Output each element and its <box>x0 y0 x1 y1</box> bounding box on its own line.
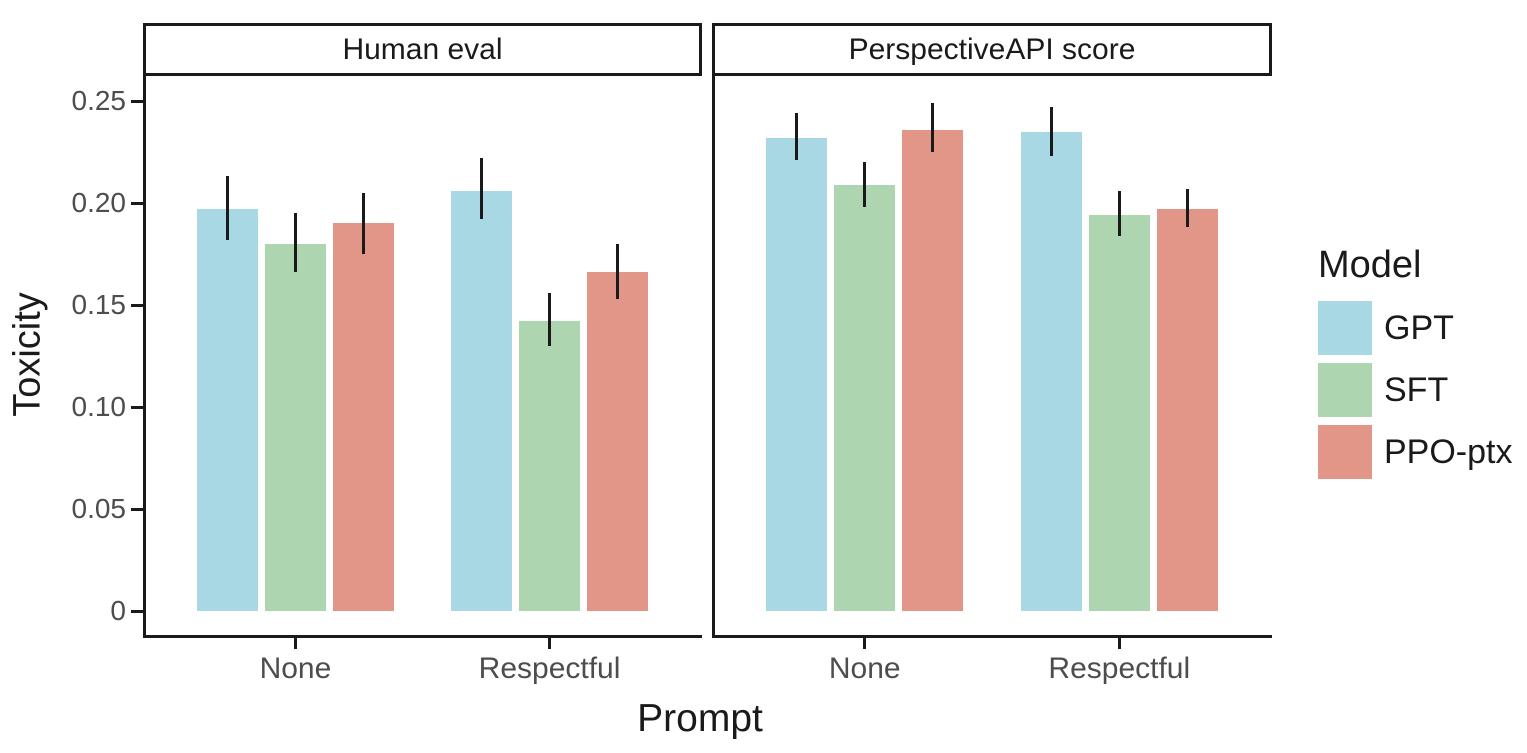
error-bar-sft-none <box>863 162 867 208</box>
error-bar-ppo-ptx-none <box>361 192 365 254</box>
bar-sft-respectful <box>1088 215 1150 611</box>
y-axis-tick <box>131 507 143 511</box>
bar-sft-none <box>834 184 896 611</box>
x-axis-tick <box>548 637 552 649</box>
y-axis-tick-label: 0.20 <box>71 187 127 218</box>
facet-header-label: PerspectiveAPI score <box>848 32 1136 66</box>
x-axis-tick <box>1117 637 1121 649</box>
bar-ppo-ptx-respectful <box>1156 209 1218 611</box>
error-bar-sft-none <box>293 213 297 273</box>
bar-ppo-ptx-none <box>332 223 394 611</box>
y-axis-tick-label: 0.10 <box>71 391 127 422</box>
x-axis-tick-label: None <box>828 652 901 685</box>
y-axis-tick <box>131 99 143 103</box>
legend-key-swatch-gpt <box>1318 301 1372 355</box>
bar-gpt-none <box>766 137 828 611</box>
y-axis-tick-label: 0 <box>110 595 126 626</box>
error-bar-gpt-respectful <box>1049 107 1053 157</box>
error-bar-ppo-ptx-respectful <box>1185 188 1189 228</box>
legend-entry-label: PPO-ptx <box>1384 432 1513 471</box>
error-bar-gpt-none <box>795 113 799 161</box>
bar-gpt-none <box>196 209 258 611</box>
y-axis-tick-label: 0.25 <box>71 85 127 116</box>
error-bar-sft-respectful <box>1117 190 1121 236</box>
legend-key-swatch-sft <box>1318 363 1372 417</box>
legend-entry-label: SFT <box>1384 370 1449 409</box>
facet-header-human-eval: Human eval <box>143 23 702 76</box>
error-bar-ppo-ptx-respectful <box>616 243 620 299</box>
bar-gpt-respectful <box>451 190 513 611</box>
x-axis-tick <box>863 637 867 649</box>
legend-entry-label: GPT <box>1384 308 1454 347</box>
x-axis-tick-label: Respectful <box>478 652 621 685</box>
bar-sft-respectful <box>519 321 581 611</box>
legend-entry-ppo-ptx: PPO-ptx <box>1318 425 1512 479</box>
legend-key-swatch-ppo-ptx <box>1318 425 1372 479</box>
legend-title: Model <box>1318 244 1422 286</box>
legend-entry-sft: SFT <box>1318 363 1512 417</box>
x-axis-tick-label: Respectful <box>1048 652 1191 685</box>
y-axis-tick <box>131 201 143 205</box>
x-axis-title: Prompt <box>637 697 763 740</box>
error-bar-sft-respectful <box>548 292 552 346</box>
facet-header-perspectiveapi-score: PerspectiveAPI score <box>712 23 1272 76</box>
y-axis-tick <box>131 303 143 307</box>
error-bar-gpt-none <box>225 176 229 240</box>
legend: Model GPT SFT PPO-ptx <box>1318 244 1512 487</box>
error-bar-ppo-ptx-none <box>931 103 935 152</box>
facet-header-label: Human eval <box>342 32 503 66</box>
x-axis-tick-label: None <box>259 652 332 685</box>
y-axis-title: Toxicity <box>6 292 49 417</box>
y-axis-tick <box>131 405 143 409</box>
bar-sft-none <box>264 243 326 611</box>
y-axis-tick-label: 0.15 <box>71 289 127 320</box>
legend-entry-gpt: GPT <box>1318 301 1512 355</box>
bar-ppo-ptx-respectful <box>587 272 649 611</box>
y-axis-tick-label: 0.05 <box>71 493 127 524</box>
error-bar-gpt-respectful <box>480 158 484 220</box>
x-axis-tick <box>293 637 297 649</box>
bar-ppo-ptx-none <box>902 129 964 611</box>
bar-gpt-respectful <box>1020 131 1082 611</box>
y-axis-tick <box>131 609 143 613</box>
